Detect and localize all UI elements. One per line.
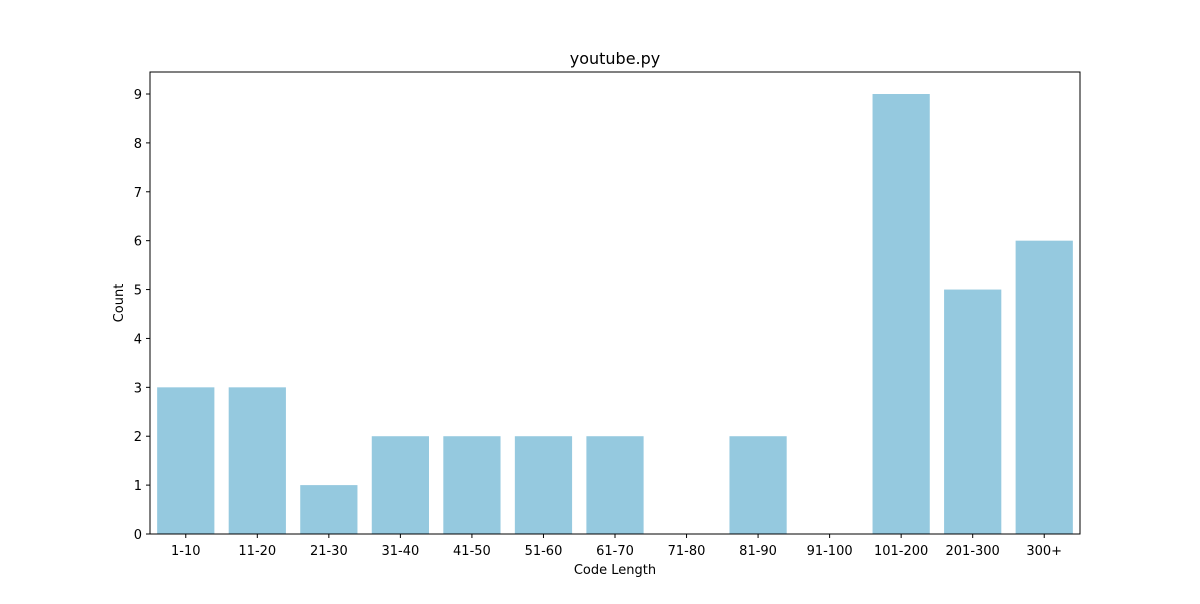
bar-51-60 <box>514 436 573 534</box>
x-axis-ticks: 1-10 11-20 21-30 31-40 41-50 51-60 61-70 71-80 8… <box>171 534 1062 559</box>
x-tick-label: 11-20 <box>238 544 276 559</box>
bar-41-50 <box>443 436 501 534</box>
y-tick-label: 7 <box>134 186 142 201</box>
plot-frame <box>149 71 1081 535</box>
x-tick-label: 51-60 <box>525 544 563 559</box>
bar-101-200 <box>872 94 930 534</box>
bar-31-40 <box>371 436 429 534</box>
x-axis-label: Code Length <box>574 563 656 578</box>
y-tick-label: 9 <box>134 88 142 103</box>
x-tick-label: 1-10 <box>171 544 201 559</box>
bar-1-10 <box>157 387 215 534</box>
bar-11-20 <box>228 387 286 534</box>
y-tick-label: 6 <box>134 235 142 250</box>
x-tick-label: 31-40 <box>381 544 419 559</box>
x-tick-label: 300+ <box>1026 544 1062 559</box>
y-tick-label: 3 <box>134 381 142 396</box>
x-tick-label: 21-30 <box>310 544 348 559</box>
y-axis-ticks: 0 1 2 3 4 5 6 7 8 9 <box>134 88 150 543</box>
x-tick-label: 41-50 <box>453 544 491 559</box>
y-tick-label: 2 <box>134 430 142 445</box>
y-tick-label: 5 <box>134 284 142 299</box>
bar-300+ <box>1015 240 1073 535</box>
bar-61-70 <box>586 436 644 534</box>
chart-title: youtube.py <box>570 49 661 68</box>
x-tick-label: 91-100 <box>807 544 853 559</box>
bar-81-90 <box>729 436 787 534</box>
y-tick-label: 4 <box>134 332 142 347</box>
x-tick-label: 201-300 <box>946 544 1000 559</box>
y-tick-label: 0 <box>134 528 142 543</box>
x-tick-label: 81-90 <box>739 544 777 559</box>
x-tick-label: 71-80 <box>668 544 706 559</box>
bar-201-300 <box>944 289 1002 534</box>
x-tick-label: 61-70 <box>596 544 634 559</box>
y-tick-label: 8 <box>134 137 142 152</box>
x-tick-label: 101-200 <box>874 544 928 559</box>
y-axis-label: Count <box>112 284 127 323</box>
bars-layer <box>157 94 1073 535</box>
y-tick-label: 1 <box>134 479 142 494</box>
bar-21-30 <box>300 485 358 534</box>
